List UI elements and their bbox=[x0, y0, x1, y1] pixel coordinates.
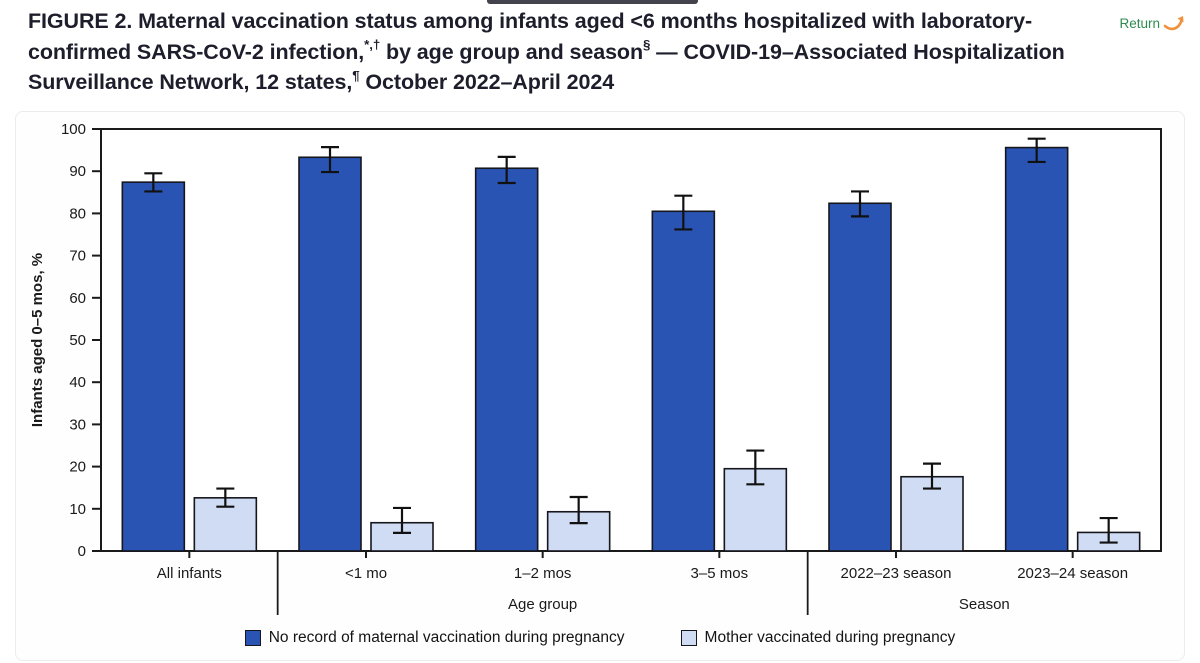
bar bbox=[298, 156, 362, 552]
figure-title-text: . Maternal vaccination status among infa… bbox=[28, 9, 1065, 94]
title-segment: October 2022–April 2024 bbox=[359, 70, 615, 95]
return-link[interactable]: Return bbox=[1119, 10, 1188, 36]
bar bbox=[651, 210, 716, 552]
bar-chart: 0 10 20 30 40 50 60 70 80 90 100 Infants aged 0–5 m… bbox=[29, 121, 1162, 615]
x-axis: All infants <1 mo 1–2 mos 3–5 mos 2022–23 se… bbox=[157, 551, 1128, 582]
return-link-label: Return bbox=[1119, 15, 1160, 31]
svg-text:50: 50 bbox=[69, 332, 86, 349]
svg-text:0: 0 bbox=[78, 543, 86, 560]
x-tick-label: 1–2 mos bbox=[514, 565, 572, 582]
svg-text:60: 60 bbox=[69, 290, 86, 307]
error-bars bbox=[144, 137, 1118, 544]
bar bbox=[474, 167, 539, 552]
legend-item-vaccinated: Mother vaccinated during pregnancy bbox=[680, 629, 956, 647]
legend-label-vaccinated: Mother vaccinated during pregnancy bbox=[704, 629, 956, 646]
x-tick-label: All infants bbox=[157, 565, 222, 582]
title-segment: by age group and season bbox=[380, 39, 643, 64]
svg-text:70: 70 bbox=[69, 248, 86, 265]
x-tick-label: 2023–24 season bbox=[1017, 565, 1128, 582]
bar bbox=[1004, 146, 1069, 552]
title-segment: . Maternal vaccination status among infa… bbox=[28, 9, 1033, 64]
x-tick-label: <1 mo bbox=[345, 565, 387, 582]
chart-legend: No record of maternal vaccination during… bbox=[0, 629, 1200, 647]
svg-text:80: 80 bbox=[69, 205, 86, 222]
x-tick-label: 3–5 mos bbox=[691, 565, 749, 582]
figure-title-label: FIGURE 2 bbox=[28, 9, 127, 33]
bar bbox=[121, 181, 186, 552]
title-segment: — COVID-19–Associated Hospitalization Su… bbox=[28, 39, 1065, 95]
figure-title: FIGURE 2. Maternal vaccination status am… bbox=[28, 6, 1100, 98]
svg-text:40: 40 bbox=[69, 374, 86, 391]
title-footnote-marker: ¶ bbox=[352, 67, 360, 83]
y-axis: 0 10 20 30 40 50 60 70 80 90 100 Infants aged 0–5 m… bbox=[29, 121, 101, 560]
legend-swatch-light-blue bbox=[680, 630, 697, 646]
bar bbox=[546, 510, 611, 552]
title-footnote-marker: § bbox=[643, 37, 651, 53]
legend-label-no-record: No record of maternal vaccination during… bbox=[268, 629, 625, 646]
group-axis-title: Age group bbox=[508, 596, 577, 613]
x-tick-label: 2022–23 season bbox=[841, 565, 952, 582]
plot-frame bbox=[100, 128, 1162, 552]
svg-text:90: 90 bbox=[69, 163, 86, 180]
cutoff-ui-fragment bbox=[487, 0, 698, 4]
title-footnote-marker: *,† bbox=[364, 37, 381, 53]
bar bbox=[370, 521, 434, 552]
group-axis-title: Season bbox=[959, 596, 1010, 613]
svg-text:30: 30 bbox=[69, 416, 86, 433]
bar bbox=[828, 202, 892, 552]
svg-text:10: 10 bbox=[69, 501, 86, 518]
group-axes: Age group Season bbox=[276, 552, 1010, 615]
svg-text:20: 20 bbox=[69, 459, 86, 476]
legend-swatch-dark-blue bbox=[244, 630, 261, 646]
legend-item-no-record: No record of maternal vaccination during… bbox=[244, 629, 625, 647]
svg-text:100: 100 bbox=[61, 121, 86, 138]
return-arrow-icon bbox=[1162, 10, 1188, 36]
y-axis-title: Infants aged 0–5 mos, % bbox=[29, 253, 46, 427]
